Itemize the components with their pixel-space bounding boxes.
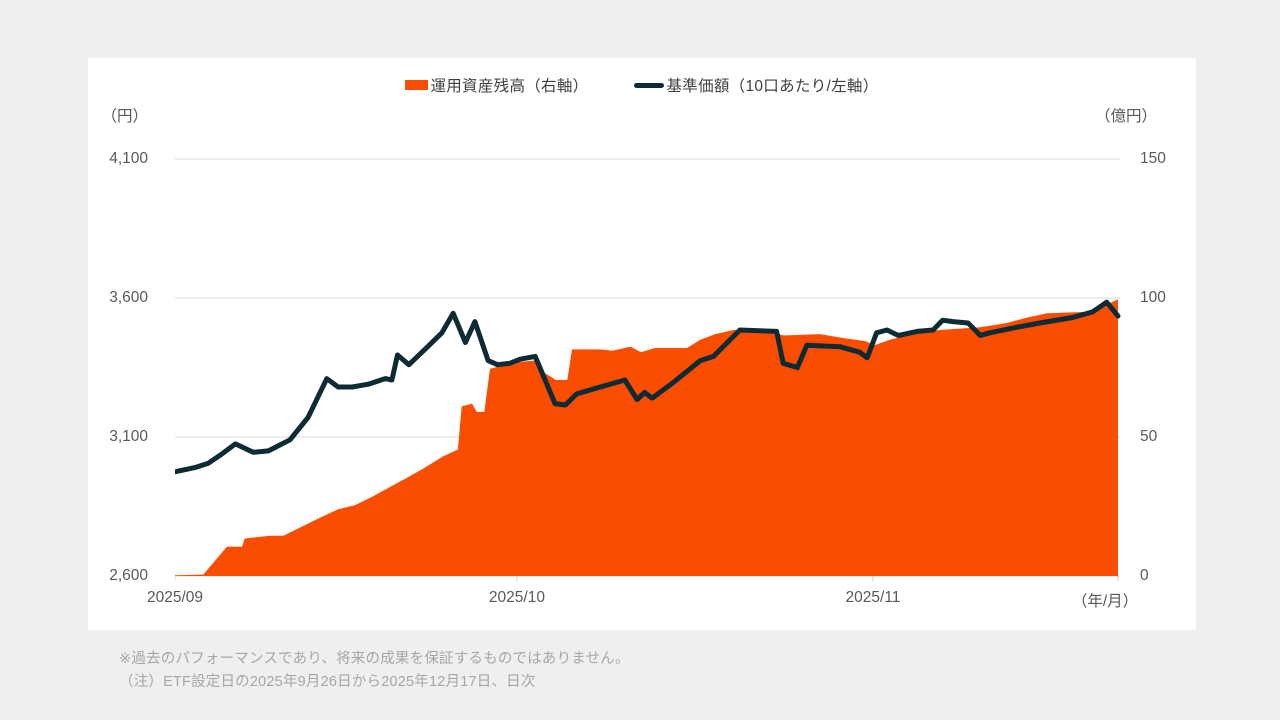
x-axis-tick: 2025/11: [845, 589, 901, 606]
right-axis-tick: 100: [1140, 289, 1166, 306]
right-axis-unit-label: （億円）: [1095, 108, 1158, 125]
chart-plot-area: [175, 158, 1121, 581]
left-axis-tick: 4,100: [109, 150, 148, 167]
legend-item-aum: 運用資産残高（右軸）: [405, 74, 588, 96]
legend-label-nav: 基準価額（10口あたり/左軸）: [666, 78, 879, 95]
chart-legend: 運用資産残高（右軸） 基準価額（10口あたり/左軸）: [88, 74, 1196, 96]
footnote-period: （注）ETF設定日の2025年9月26日から2025年12月17日、日次: [119, 673, 536, 690]
left-axis-unit-label: （円）: [101, 108, 148, 125]
left-axis-tick: 2,600: [109, 567, 148, 584]
right-axis-tick: 150: [1140, 150, 1166, 167]
legend-label-aum: 運用資産残高（右軸）: [430, 78, 589, 95]
nav-line-swatch-icon: [634, 82, 665, 88]
right-axis-tick: 50: [1140, 428, 1158, 445]
x-axis-unit-label: （年/月）: [1071, 593, 1139, 610]
legend-item-nav: 基準価額（10口あたり/左軸）: [634, 74, 878, 96]
aum-area-swatch-icon: [405, 80, 429, 90]
x-axis-tick: 2025/10: [488, 589, 545, 606]
right-axis-tick: 0: [1140, 567, 1149, 584]
footnote-disclaimer: ※過去のパフォーマンスであり、将来の成果を保証するものではありません。: [119, 651, 630, 667]
left-axis-tick: 3,100: [109, 428, 148, 445]
chart-card: 運用資産残高（右軸） 基準価額（10口あたり/左軸） （円） （億円） 4,10…: [88, 58, 1196, 630]
x-axis-tick: 2025/09: [146, 589, 204, 606]
footnotes: ※過去のパフォーマンスであり、将来の成果を保証するものではありません。 （注）E…: [119, 648, 630, 693]
left-axis-tick: 3,600: [109, 289, 148, 306]
